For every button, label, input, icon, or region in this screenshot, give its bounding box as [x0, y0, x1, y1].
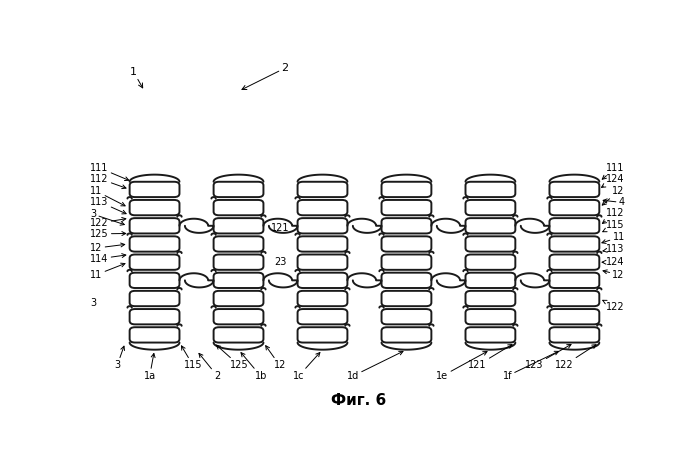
Text: Фиг. 6: Фиг. 6: [331, 393, 386, 408]
FancyBboxPatch shape: [382, 236, 431, 252]
Text: 122: 122: [603, 300, 625, 312]
FancyBboxPatch shape: [466, 255, 515, 270]
FancyBboxPatch shape: [466, 236, 515, 252]
Text: 1c: 1c: [293, 352, 320, 381]
Text: 112: 112: [603, 208, 625, 224]
Text: 123: 123: [525, 344, 571, 370]
FancyBboxPatch shape: [466, 327, 515, 343]
Text: 1: 1: [130, 67, 143, 88]
FancyBboxPatch shape: [129, 218, 180, 233]
FancyBboxPatch shape: [214, 236, 264, 252]
FancyBboxPatch shape: [298, 309, 347, 325]
FancyBboxPatch shape: [549, 255, 599, 270]
Text: 1b: 1b: [241, 353, 267, 381]
Text: 121: 121: [468, 344, 512, 370]
Text: 12: 12: [266, 346, 286, 370]
FancyBboxPatch shape: [298, 291, 347, 306]
Text: 12: 12: [603, 270, 625, 280]
Text: 12: 12: [603, 186, 625, 205]
FancyBboxPatch shape: [382, 327, 431, 343]
FancyBboxPatch shape: [129, 255, 180, 270]
FancyBboxPatch shape: [298, 255, 347, 270]
Text: 11: 11: [602, 232, 625, 244]
Text: 115: 115: [182, 346, 202, 370]
FancyBboxPatch shape: [214, 200, 264, 215]
Text: 1f: 1f: [503, 351, 559, 381]
FancyBboxPatch shape: [298, 182, 347, 197]
FancyBboxPatch shape: [466, 291, 515, 306]
FancyBboxPatch shape: [549, 200, 599, 215]
FancyBboxPatch shape: [382, 291, 431, 306]
Text: 3: 3: [90, 209, 124, 225]
Text: 124: 124: [602, 257, 625, 267]
Text: 11: 11: [90, 263, 125, 280]
FancyBboxPatch shape: [129, 291, 180, 306]
FancyBboxPatch shape: [549, 182, 599, 197]
FancyBboxPatch shape: [466, 218, 515, 233]
FancyBboxPatch shape: [382, 255, 431, 270]
FancyBboxPatch shape: [129, 236, 180, 252]
FancyBboxPatch shape: [214, 327, 264, 343]
FancyBboxPatch shape: [214, 291, 264, 306]
FancyBboxPatch shape: [466, 200, 515, 215]
FancyBboxPatch shape: [549, 291, 599, 306]
Text: 124: 124: [602, 174, 625, 188]
Text: 1d: 1d: [347, 351, 403, 381]
FancyBboxPatch shape: [382, 309, 431, 325]
FancyBboxPatch shape: [382, 200, 431, 215]
FancyBboxPatch shape: [549, 218, 599, 233]
FancyBboxPatch shape: [129, 182, 180, 197]
FancyBboxPatch shape: [214, 309, 264, 325]
FancyBboxPatch shape: [549, 327, 599, 343]
Text: 2: 2: [199, 353, 220, 381]
Text: 122: 122: [90, 218, 126, 228]
FancyBboxPatch shape: [214, 218, 264, 233]
FancyBboxPatch shape: [214, 273, 264, 288]
Text: 113: 113: [603, 244, 625, 254]
FancyBboxPatch shape: [214, 255, 264, 270]
FancyBboxPatch shape: [382, 218, 431, 233]
FancyBboxPatch shape: [129, 327, 180, 343]
Text: 11: 11: [90, 186, 125, 206]
FancyBboxPatch shape: [466, 273, 515, 288]
FancyBboxPatch shape: [298, 236, 347, 252]
Text: 4: 4: [603, 197, 625, 207]
Text: 23: 23: [274, 257, 287, 267]
Text: 2: 2: [242, 63, 289, 89]
Text: 115: 115: [603, 220, 625, 232]
FancyBboxPatch shape: [129, 273, 180, 288]
FancyBboxPatch shape: [298, 327, 347, 343]
Text: 112: 112: [90, 174, 126, 188]
Text: 3: 3: [114, 346, 124, 370]
Text: 1a: 1a: [143, 353, 156, 381]
FancyBboxPatch shape: [298, 200, 347, 215]
FancyBboxPatch shape: [382, 182, 431, 197]
FancyBboxPatch shape: [214, 182, 264, 197]
Text: 121: 121: [271, 223, 290, 233]
FancyBboxPatch shape: [298, 218, 347, 233]
FancyBboxPatch shape: [129, 309, 180, 325]
Text: 125: 125: [217, 345, 248, 370]
Text: 1e: 1e: [436, 351, 487, 381]
FancyBboxPatch shape: [466, 182, 515, 197]
FancyBboxPatch shape: [382, 273, 431, 288]
Text: 113: 113: [90, 197, 126, 214]
Text: 122: 122: [555, 344, 596, 370]
Text: 111: 111: [90, 163, 129, 181]
FancyBboxPatch shape: [549, 273, 599, 288]
Text: 111: 111: [603, 163, 625, 179]
FancyBboxPatch shape: [549, 309, 599, 325]
FancyBboxPatch shape: [298, 273, 347, 288]
Text: 114: 114: [90, 254, 126, 264]
FancyBboxPatch shape: [549, 236, 599, 252]
Text: 125: 125: [90, 229, 126, 239]
Text: 12: 12: [90, 243, 124, 253]
Text: 3: 3: [90, 298, 96, 308]
FancyBboxPatch shape: [129, 200, 180, 215]
FancyBboxPatch shape: [466, 309, 515, 325]
